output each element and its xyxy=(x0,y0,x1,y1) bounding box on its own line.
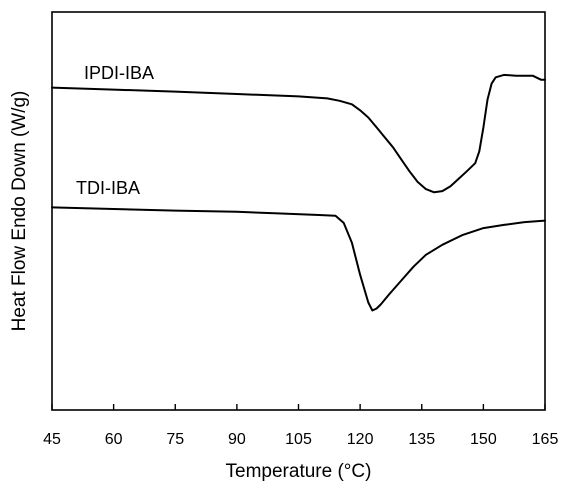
x-tick-label: 165 xyxy=(532,431,559,448)
series-line-tdi-iba xyxy=(51,206,546,312)
x-tick-label: 120 xyxy=(347,431,374,448)
series-labels: IPDI-IBA TDI-IBA xyxy=(76,63,154,198)
x-tick-label: 135 xyxy=(408,431,435,448)
x-tick-label: 150 xyxy=(470,431,497,448)
x-axis-ticks: 45 60 75 90 105 120 135 150 165 xyxy=(43,404,558,448)
x-tick-label: 45 xyxy=(43,431,61,448)
x-tick-label: 75 xyxy=(166,431,184,448)
x-axis-title: Temperature (°C) xyxy=(226,461,372,482)
series-label-ipdi-iba: IPDI-IBA xyxy=(84,63,154,83)
x-tick-label: 90 xyxy=(228,431,246,448)
y-axis-title: Heat Flow Endo Down (W/g) xyxy=(9,91,30,332)
x-tick-label: 60 xyxy=(105,431,123,448)
series-label-tdi-iba: TDI-IBA xyxy=(76,178,140,198)
x-tick-label: 105 xyxy=(285,431,312,448)
series-layer xyxy=(51,73,546,312)
series-line-ipdi-iba xyxy=(51,73,546,194)
